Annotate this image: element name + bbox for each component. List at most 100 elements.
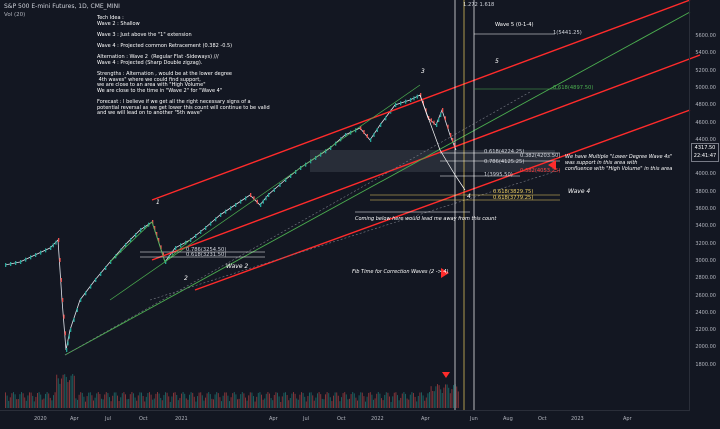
volume-bar: [272, 400, 274, 408]
volume-bar: [377, 392, 379, 408]
time-tick: Apr: [421, 416, 430, 422]
candle: [168, 255, 170, 260]
volume-bar: [161, 400, 163, 408]
volume-bar: [309, 392, 310, 408]
volume-bar: [333, 395, 334, 408]
candle: [130, 238, 132, 242]
volume-bar: [355, 397, 357, 408]
volume-bar: [259, 392, 261, 408]
volume-bar: [105, 392, 107, 408]
volume-bar: [326, 392, 328, 408]
wave4-projection: [419, 94, 466, 191]
time-tick: Oct: [538, 416, 547, 422]
coming-below-note: Coming below here would lead me away fro…: [355, 216, 497, 222]
price-tick: 4600.00: [695, 119, 716, 126]
volume-bar: [137, 395, 139, 408]
volume-bar: [41, 399, 43, 408]
volume-bar: [96, 393, 98, 408]
wave5-proj-label: Wave 5 (0-1-4): [495, 22, 534, 28]
trend-green: [64, 11, 691, 356]
candle: [59, 258, 61, 262]
volume-bar: [35, 396, 37, 408]
candle: [410, 98, 412, 102]
volume-bar: [331, 401, 333, 408]
candle: [195, 234, 197, 238]
volume-bar: [118, 400, 120, 408]
price-tick: 1800.00: [695, 361, 716, 368]
volume-bar: [441, 392, 443, 408]
volume-bar: [125, 394, 126, 408]
volume-bar: [432, 390, 434, 408]
wave-count-1: 1: [156, 199, 160, 206]
volume-bar: [387, 392, 389, 408]
volume-bar: [67, 382, 69, 408]
volume-bar: [43, 398, 45, 408]
volume-bar: [168, 396, 170, 408]
candle: [400, 101, 402, 106]
volume-bar: [297, 399, 299, 408]
volume-indicator-label[interactable]: Vol (20): [4, 12, 26, 18]
price-axis[interactable]: 5600.00 5400.00 5200.00 5000.00 4800.00 4600.…: [689, 0, 720, 411]
arrow-volume: [442, 372, 450, 378]
candle: [10, 262, 12, 266]
volume-bar: [209, 394, 211, 408]
volume-bar: [182, 392, 184, 408]
volume-bar: [97, 392, 99, 408]
volume-bar: [121, 393, 123, 408]
volume-bar: [397, 395, 398, 408]
last-price-sub: 22:41:47: [693, 153, 717, 159]
volume-bar: [187, 399, 189, 408]
candle: [373, 133, 375, 137]
volume-bar: [368, 392, 370, 408]
trend-green-2: [109, 84, 421, 301]
candle: [210, 221, 212, 226]
time-tick: Apr: [269, 416, 278, 422]
wave-count-5: 5: [495, 58, 499, 65]
volume-bar: [203, 400, 205, 408]
volume-bar: [424, 400, 426, 408]
chart-symbol-title[interactable]: S&P 500 E-mini Futures, 1D, CME_MINI: [4, 3, 120, 10]
volume-bar: [59, 383, 61, 408]
volume-bar: [379, 393, 381, 408]
candle: [154, 226, 156, 230]
volume-bar: [11, 393, 13, 408]
candle: [345, 133, 347, 137]
time-axis[interactable]: 2020 Apr Jul Oct 2021 Apr Jul Oct 2022 Apr Jun Aug O…: [0, 410, 690, 425]
note-line: Strengths : Alternation , would be at th…: [97, 71, 232, 77]
note-line: Wave 4 : Projected (Sharp Double zigzag)…: [97, 59, 203, 66]
candle: [310, 159, 312, 164]
candle: [76, 308, 78, 312]
volume-bar: [113, 392, 115, 408]
candle: [58, 238, 60, 242]
volume-bar: [349, 398, 350, 408]
volume-bar: [275, 392, 277, 408]
volume-bar: [33, 401, 35, 408]
price-tick: 4000.00: [695, 171, 716, 178]
volume-bar: [248, 395, 250, 408]
candle: [185, 240, 187, 245]
volume-bar: [411, 392, 413, 408]
candle: [279, 183, 281, 187]
candle: [55, 240, 57, 245]
candle: [240, 199, 242, 204]
candle: [253, 196, 255, 201]
volume-bar: [123, 392, 125, 408]
volume-bar: [229, 401, 230, 408]
volume-bar: [91, 395, 93, 408]
time-tick: Apr: [623, 416, 632, 422]
price-tick: 2600.00: [695, 292, 716, 299]
volume-bars: [5, 374, 459, 408]
volume-bar: [83, 396, 85, 408]
volume-bar: [136, 400, 138, 408]
time-tick: Aug: [503, 416, 513, 422]
volume-bar: [371, 394, 373, 408]
candle: [162, 252, 164, 257]
volume-bar: [126, 399, 128, 408]
volume-bar: [310, 392, 312, 408]
candle: [440, 113, 442, 117]
volume-bar: [32, 395, 34, 408]
volume-bar: [150, 394, 152, 408]
volume-bar: [198, 392, 200, 408]
